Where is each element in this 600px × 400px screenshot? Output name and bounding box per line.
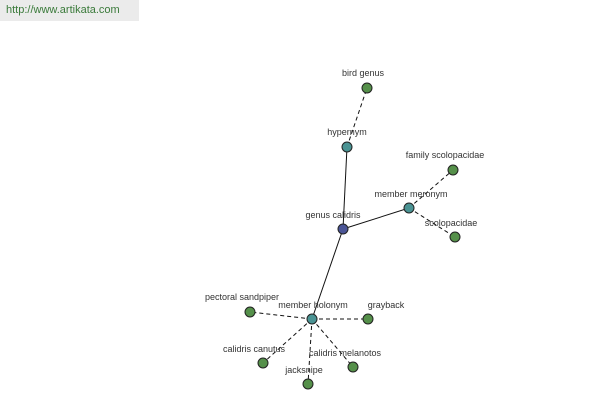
- site-url[interactable]: http://www.artikata.com: [0, 0, 139, 21]
- edge: [311, 318, 354, 368]
- node-label: calidris canutus: [223, 344, 286, 354]
- edge: [262, 318, 313, 364]
- edge: [307, 318, 313, 385]
- node[interactable]: [257, 357, 269, 369]
- edge: [249, 311, 313, 320]
- node[interactable]: [403, 202, 415, 214]
- node[interactable]: [361, 82, 373, 94]
- node[interactable]: [362, 313, 374, 325]
- node-label: calidris melanotos: [309, 348, 382, 358]
- node[interactable]: [341, 141, 353, 153]
- edge: [342, 207, 410, 230]
- edge: [408, 169, 454, 209]
- edge: [311, 228, 344, 320]
- edge: [342, 146, 348, 230]
- node-label: bird genus: [342, 68, 385, 78]
- node-label: member holonym: [278, 300, 348, 310]
- node[interactable]: [337, 223, 349, 235]
- node-label: genus calidris: [305, 210, 361, 220]
- edge: [408, 207, 456, 238]
- node-label: hypernym: [327, 127, 367, 137]
- node-label: jacksnipe: [284, 365, 323, 375]
- node-label: grayback: [368, 300, 405, 310]
- node[interactable]: [306, 313, 318, 325]
- node-label: member meronym: [374, 189, 447, 199]
- node[interactable]: [302, 378, 314, 390]
- edge: [346, 87, 368, 148]
- node[interactable]: [347, 361, 359, 373]
- node[interactable]: [244, 306, 256, 318]
- node-label: family scolopacidae: [406, 150, 485, 160]
- node-label: pectoral sandpiper: [205, 292, 279, 302]
- node-label: scolopacidae: [425, 218, 478, 228]
- node[interactable]: [447, 164, 459, 176]
- node[interactable]: [449, 231, 461, 243]
